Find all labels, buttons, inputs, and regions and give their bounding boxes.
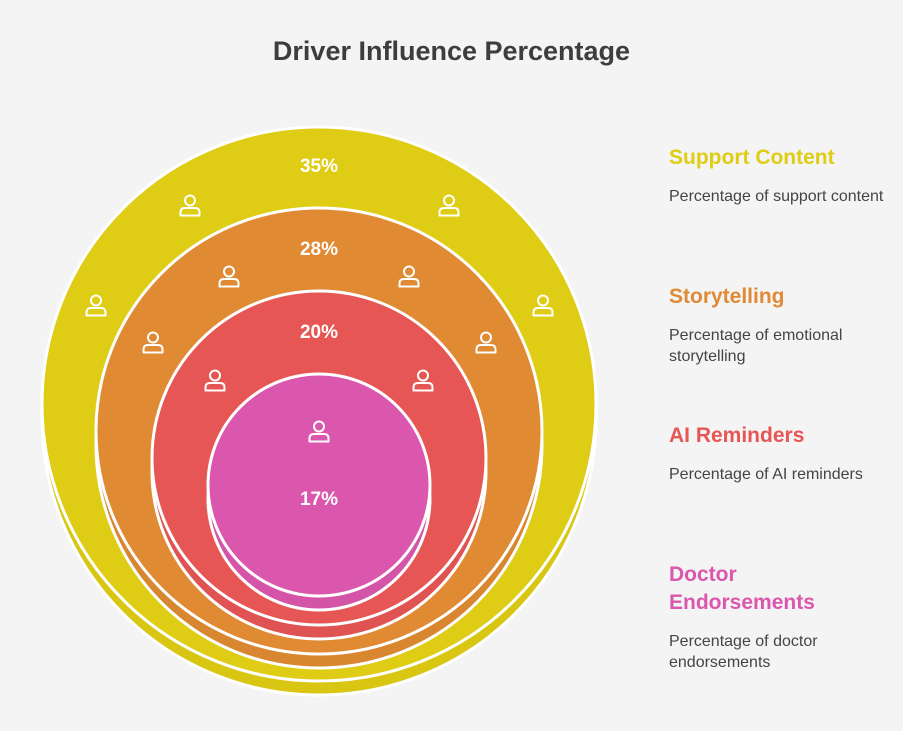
legend-desc-doctor-endorsements: Percentage of doctor endorsements: [669, 633, 818, 671]
page-title: Driver Influence Percentage: [272, 36, 631, 66]
legend-title-ai-reminders: AI Reminders: [669, 424, 805, 447]
legend-desc-support-content: Percentage of support content: [669, 188, 884, 205]
legend-item-storytelling: Storytelling Percentage of emotional sto…: [669, 283, 889, 367]
legend-desc-ai-reminders: Percentage of AI reminders: [669, 466, 863, 483]
ring-doctor-endorsements: [206, 372, 432, 598]
ring-label-storytelling: 28%: [300, 239, 338, 260]
legend-item-ai-reminders: AI Reminders Percentage of AI reminders: [669, 422, 889, 485]
legend-item-doctor-endorsements: Doctor Endorsements Percentage of doctor…: [669, 561, 859, 673]
ring-label-support-content: 35%: [300, 156, 338, 177]
legend-item-support-content: Support Content Percentage of support co…: [669, 144, 889, 207]
legend-title-support-content: Support Content: [669, 146, 835, 169]
ring-label-ai-reminders: 20%: [300, 322, 338, 343]
ring-label-doctor-endorsements: 17%: [300, 489, 338, 510]
legend-desc-storytelling: Percentage of emotional storytelling: [669, 327, 843, 365]
legend-title-doctor-endorsements: Doctor Endorsements: [669, 563, 815, 614]
legend-title-storytelling: Storytelling: [669, 285, 785, 308]
